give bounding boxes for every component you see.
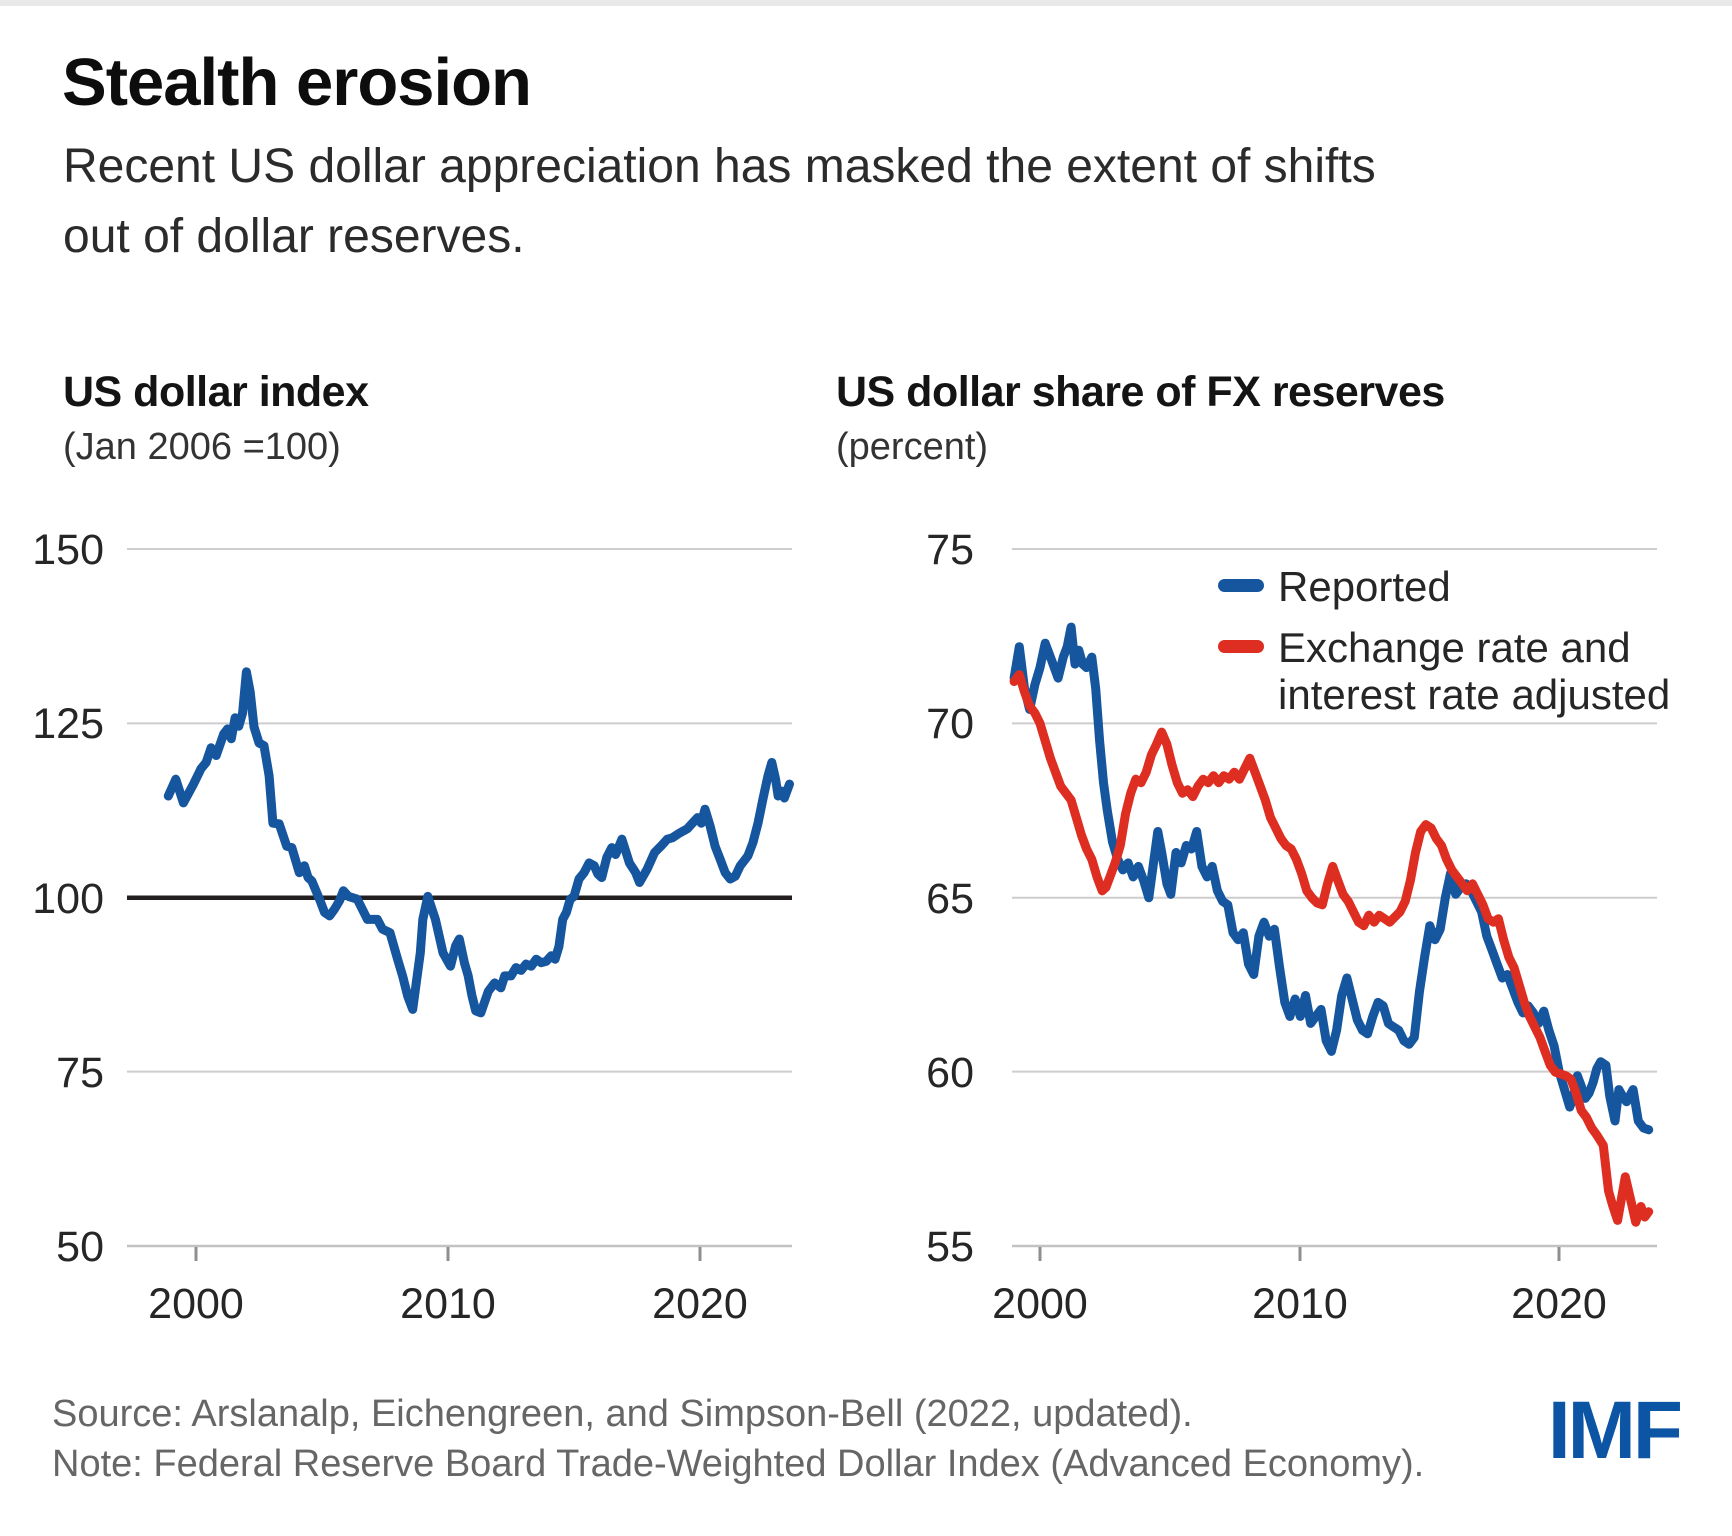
- source-line: Source: Arslanalp, Eichengreen, and Simp…: [52, 1393, 1193, 1435]
- charts-plot-area: 150 125 100 75 50 2000 2010 2020 75 70 6…: [32, 526, 1657, 1328]
- right-xtick-label: 2010: [1252, 1280, 1348, 1328]
- left-ytick-label: 150: [32, 526, 104, 574]
- left-ytick-label: 125: [32, 700, 104, 748]
- note-line: Note: Federal Reserve Board Trade-Weight…: [52, 1443, 1425, 1485]
- right-chart-unit: (percent): [836, 426, 989, 468]
- legend-label-reported: Reported: [1278, 563, 1451, 610]
- right-ytick-label: 75: [926, 526, 974, 574]
- left-xtick-label: 2010: [400, 1280, 496, 1328]
- right-chart: 75 70 65 60 55 2000 2010 2020: [926, 526, 1657, 1328]
- legend-item-reported: Reported: [1218, 563, 1670, 610]
- left-xtick-label: 2000: [148, 1280, 244, 1328]
- left-chart: 150 125 100 75 50 2000 2010 2020: [32, 526, 794, 1328]
- legend: Reported Exchange rate and interest rate…: [1218, 563, 1670, 718]
- right-ytick-label: 70: [926, 700, 974, 748]
- left-xtick-label: 2020: [652, 1280, 748, 1328]
- right-xtick-label: 2020: [1511, 1280, 1607, 1328]
- right-chart-title: US dollar share of FX reserves: [836, 368, 1445, 416]
- left-ytick-label: 75: [56, 1049, 104, 1097]
- adjusted-share-line: [1009, 670, 1654, 1227]
- left-ytick-label: 100: [32, 875, 104, 923]
- legend-label-adjusted: Exchange rate and interest rate adjusted: [1278, 624, 1671, 718]
- left-chart-title: US dollar index: [63, 368, 369, 416]
- figure-subtitle: Recent US dollar appreciation has masked…: [63, 140, 1376, 263]
- right-ytick-label: 55: [926, 1223, 974, 1271]
- right-xtick-label: 2000: [992, 1280, 1088, 1328]
- figure-title: Stealth erosion: [62, 45, 532, 120]
- reported-share-line: [1009, 622, 1654, 1135]
- right-ytick-label: 60: [926, 1049, 974, 1097]
- left-ytick-label: 50: [56, 1223, 104, 1271]
- adjusted-line-swatch: [1218, 640, 1264, 653]
- right-ytick-label: 65: [926, 875, 974, 923]
- left-chart-unit: (Jan 2006 =100): [63, 426, 341, 468]
- reported-line-swatch: [1218, 579, 1264, 592]
- dollar-index-line: [163, 667, 794, 1018]
- source-note: Source: Arslanalp, Eichengreen, and Simp…: [52, 1389, 1424, 1489]
- legend-item-adjusted: Exchange rate and interest rate adjusted: [1218, 624, 1670, 718]
- imf-logo: IMF: [1547, 1385, 1683, 1476]
